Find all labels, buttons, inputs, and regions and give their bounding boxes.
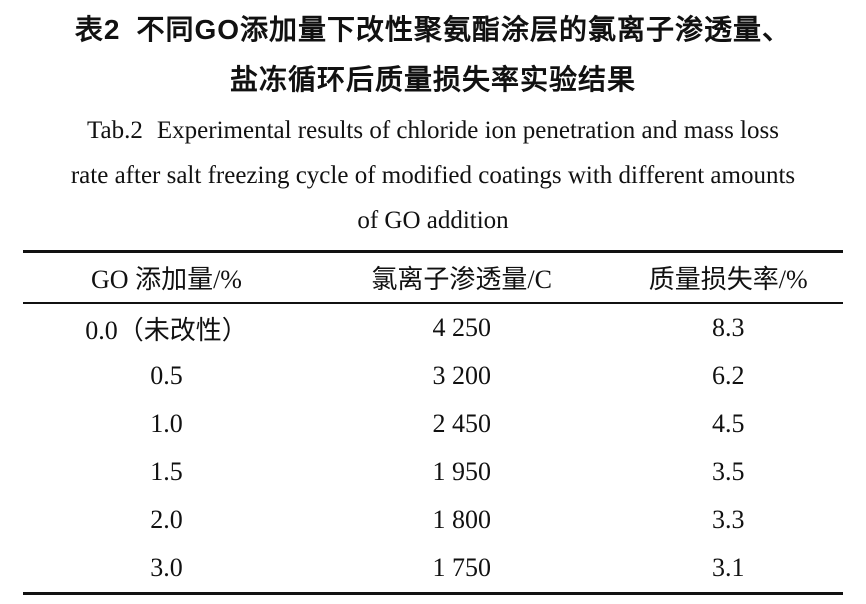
header-cell-go-amount: GO 添加量/%: [23, 251, 310, 304]
table-row: 0.5 3 200 6.2: [23, 352, 843, 400]
table-caption-cn: 表2 不同GO添加量下改性聚氨酯涂层的氯离子渗透量、 盐冻循环后质量损失率实验结果: [0, 0, 866, 105]
table-caption-en-line3: of GO addition: [357, 207, 509, 234]
table-header-row: GO 添加量/% 氯离子渗透量/C 质量损失率/%: [23, 251, 843, 304]
cell-mass-loss: 6.2: [711, 361, 745, 390]
table-caption-cn-line2: 盐冻循环后质量损失率实验结果: [229, 64, 636, 95]
data-table: GO 添加量/% 氯离子渗透量/C 质量损失率/% 0.0（未改性） 4 250…: [23, 250, 843, 595]
cell-chloride-penetration: 2 450: [432, 409, 491, 438]
cell-chloride-penetration: 1 750: [432, 553, 491, 582]
cell-chloride-penetration: 3 200: [432, 361, 491, 390]
cell-mass-loss: 3.1: [711, 553, 745, 582]
cell-go-amount: 1.0: [150, 409, 183, 438]
table-row: 1.0 2 450 4.5: [23, 400, 843, 448]
table-caption-en-text1: Experimental results of chloride ion pen…: [156, 117, 779, 144]
cell-mass-loss: 3.3: [711, 505, 745, 534]
header-cell-mass-loss: 质量损失率/%: [613, 251, 843, 304]
table-caption-en-line2: rate after salt freezing cycle of modifi…: [70, 162, 796, 189]
cell-chloride-penetration: 1 950: [432, 457, 491, 486]
cell-mass-loss: 4.5: [711, 409, 745, 438]
cell-go-amount: 3.0: [150, 553, 183, 582]
table-row: 0.0（未改性） 4 250 8.3: [23, 303, 843, 352]
table-number-cn: 表2: [74, 14, 121, 45]
cell-go-amount: 0.5: [150, 361, 183, 390]
table-caption-en: Tab.2 Experimental results of chloride io…: [0, 108, 866, 243]
table-caption-cn-text1: 不同GO添加量下改性聚氨酯涂层的氯离子渗透量、: [136, 14, 792, 45]
cell-go-amount: 0.0（未改性）: [85, 315, 248, 345]
header-cell-chloride-penetration: 氯离子渗透量/C: [310, 251, 614, 304]
table-caption-en-line1: Tab.2 Experimental results of chloride io…: [0, 108, 866, 153]
table-caption-cn-line1: 表2 不同GO添加量下改性聚氨酯涂层的氯离子渗透量、: [0, 5, 866, 55]
table-row: 1.5 1 950 3.5: [23, 448, 843, 496]
cell-mass-loss: 3.5: [711, 457, 745, 486]
cell-go-amount: 2.0: [150, 505, 183, 534]
cell-mass-loss: 8.3: [711, 313, 745, 342]
table-row: 2.0 1 800 3.3: [23, 496, 843, 544]
cell-chloride-penetration: 4 250: [432, 313, 491, 342]
cell-chloride-penetration: 1 800: [432, 505, 491, 534]
table-number-en: Tab.2: [87, 117, 143, 144]
table-row: 3.0 1 750 3.1: [23, 544, 843, 594]
cell-go-amount: 1.5: [150, 457, 183, 486]
